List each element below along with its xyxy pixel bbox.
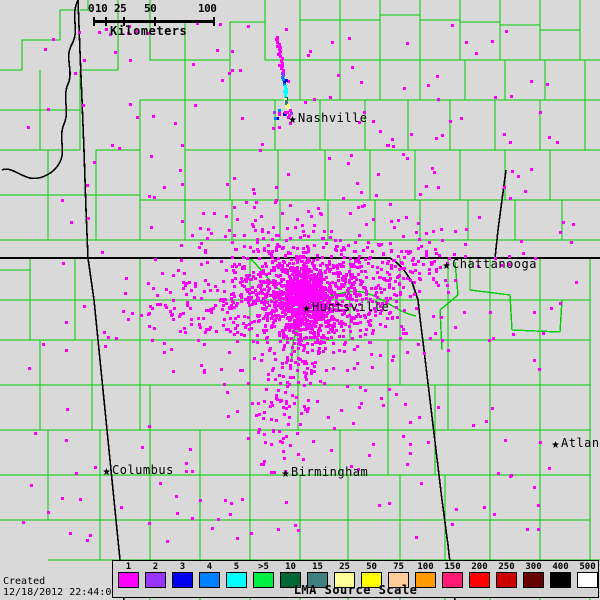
- legend-entry-gt5[interactable]: >5: [250, 562, 277, 588]
- scale-tick-labels: 0 10 25 50 100: [88, 2, 224, 15]
- legend-entry-label: 200: [471, 562, 488, 572]
- legend-entry-10[interactable]: 10: [277, 562, 304, 588]
- city-star-icon: [282, 462, 289, 477]
- legend-entry-swatch: [199, 572, 220, 588]
- legend-entry-2[interactable]: 2: [142, 562, 169, 588]
- scale-rule: [93, 17, 215, 26]
- scale-tick-0: 0: [88, 2, 95, 15]
- legend-entry-swatch: [469, 572, 490, 588]
- legend-entry-label: 75: [393, 562, 404, 572]
- legend-entry-swatch: [550, 572, 571, 588]
- legend-entry-label: 25: [339, 562, 350, 572]
- legend-entry-label: 400: [552, 562, 569, 572]
- scale-tick-50: 50: [144, 2, 157, 15]
- legend-entry-300[interactable]: 300: [520, 562, 547, 588]
- legend-entry-100[interactable]: 100: [412, 562, 439, 588]
- legend-entry-25[interactable]: 25: [331, 562, 358, 588]
- legend-entry-label: 3: [179, 562, 186, 572]
- legend-entry-150[interactable]: 150: [439, 562, 466, 588]
- legend-entry-200[interactable]: 200: [466, 562, 493, 588]
- legend-entry-label: 300: [525, 562, 542, 572]
- legend-entry-label: 1: [125, 562, 132, 572]
- scale-tick-100: 100: [198, 2, 217, 15]
- legend-entry-label: >5: [258, 562, 269, 572]
- legend-entry-swatch: [307, 572, 328, 588]
- city-star-icon: [443, 254, 450, 269]
- city-star-icon: [289, 108, 296, 123]
- legend-entry-label: 4: [206, 562, 213, 572]
- legend-entry-swatch: [442, 572, 463, 588]
- city-label: Nashville: [298, 111, 368, 125]
- city-label: Columbus: [112, 463, 174, 477]
- city-star-icon: [103, 460, 110, 475]
- legend-title: LMA Source Scale: [293, 583, 418, 597]
- legend-entry-75[interactable]: 75: [385, 562, 412, 588]
- scale-units-label: Kilometers: [110, 24, 188, 38]
- legend-swatch-row: 1 2 3 4 5 >5 10 15 25 50 75 100 150 200 250 300 400 500: [115, 562, 600, 588]
- legend-entry-swatch: [361, 572, 382, 588]
- legend-entry-1[interactable]: 1: [115, 562, 142, 588]
- city-label: Chattanooga: [452, 257, 537, 271]
- created-timestamp: 12/18/2012 22:44:04: [3, 587, 118, 598]
- legend-entry-5[interactable]: 5: [223, 562, 250, 588]
- legend-entry-swatch: [523, 572, 544, 588]
- legend-entry-label: 500: [579, 562, 596, 572]
- legend-entry-swatch: [172, 572, 193, 588]
- legend-entry-250[interactable]: 250: [493, 562, 520, 588]
- city-label: Birmingham: [291, 465, 369, 479]
- legend-entry-swatch: [145, 572, 166, 588]
- scale-tick-25: 25: [114, 2, 127, 15]
- city-star-icon: [552, 433, 559, 448]
- legend-entry-swatch: [118, 572, 139, 588]
- legend-entry-swatch: [334, 572, 355, 588]
- legend-entry-swatch: [577, 572, 598, 588]
- legend-entry-label: 5: [233, 562, 240, 572]
- legend-entry-label: 50: [366, 562, 377, 572]
- legend-panel[interactable]: 1 2 3 4 5 >5 10 15 25 50 75 100 150 200 250 300 400 500 L…: [112, 560, 599, 598]
- legend-entry-400[interactable]: 400: [547, 562, 574, 588]
- map-scale-bar: 0 10 25 50 100 Kilometers: [88, 2, 224, 38]
- legend-entry-swatch: [280, 572, 301, 588]
- city-label: Atlanta: [561, 436, 600, 450]
- legend-entry-swatch: [388, 572, 409, 588]
- legend-entry-15[interactable]: 15: [304, 562, 331, 588]
- legend-entry-swatch: [253, 572, 274, 588]
- legend-entry-label: 15: [312, 562, 323, 572]
- legend-entry-500[interactable]: 500: [574, 562, 600, 588]
- created-stamp: Created 12/18/2012 22:44:04: [3, 576, 117, 598]
- scale-tick-10: 10: [95, 2, 108, 15]
- legend-entry-swatch: [496, 572, 517, 588]
- created-label: Created: [3, 576, 46, 587]
- legend-entry-3[interactable]: 3: [169, 562, 196, 588]
- legend-entry-50[interactable]: 50: [358, 562, 385, 588]
- legend-entry-label: 2: [152, 562, 159, 572]
- legend-entry-swatch: [415, 572, 436, 588]
- city-star-icon: [303, 297, 310, 312]
- legend-entry-swatch: [226, 572, 247, 588]
- legend-entry-4[interactable]: 4: [196, 562, 223, 588]
- legend-entry-label: 10: [285, 562, 296, 572]
- legend-entry-label: 150: [444, 562, 461, 572]
- legend-entry-label: 250: [498, 562, 515, 572]
- legend-entry-label: 100: [417, 562, 434, 572]
- city-label: Huntsville: [312, 300, 390, 314]
